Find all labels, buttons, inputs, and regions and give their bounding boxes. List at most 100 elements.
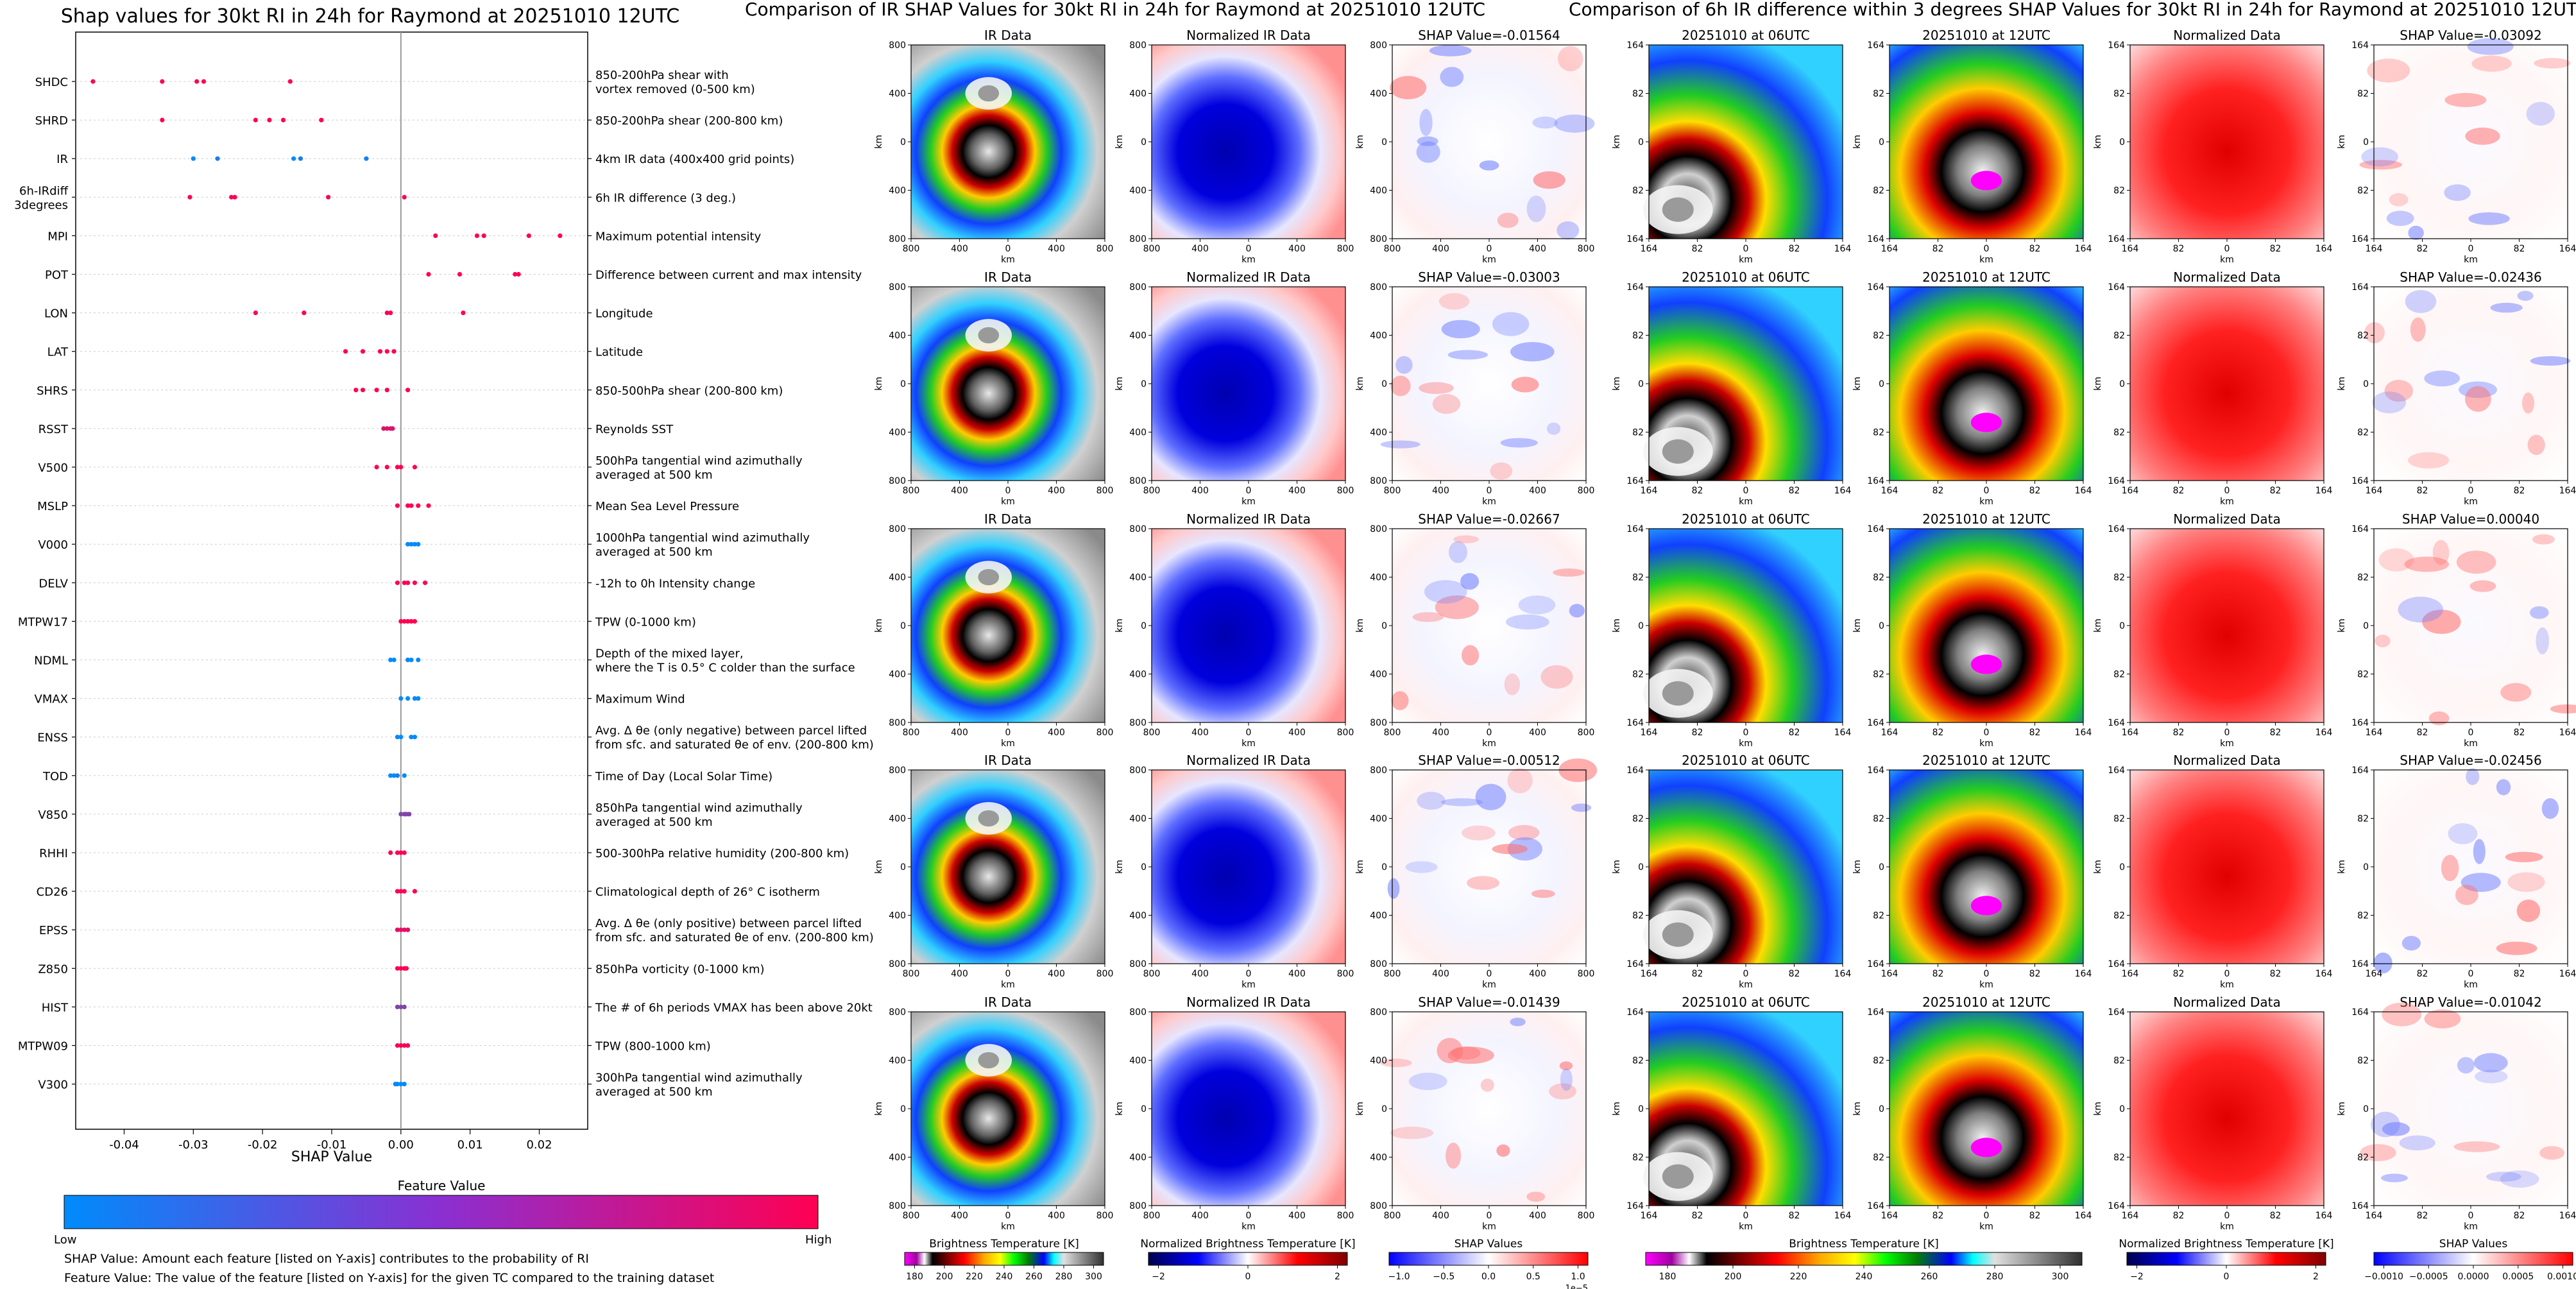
x-tick-label: 400 <box>1048 486 1065 496</box>
shap-blob <box>1417 792 1446 810</box>
y-axis-unit: km <box>1612 619 1622 633</box>
irdiff-shap-comparison: Comparison of 6h IR difference within 3 … <box>1569 0 2576 1282</box>
shap-point <box>402 773 407 778</box>
shap-blob <box>2364 322 2385 344</box>
x-tick-label: 0 <box>1005 1211 1011 1221</box>
colorbar-tick-label: 0.0 <box>1481 1272 1496 1282</box>
feature-description: from sfc. and saturated θe of env. (200-… <box>595 931 874 944</box>
ir-colorbars: Brightness Temperature [K] 180 200 220 240 26… <box>904 1238 1589 1289</box>
x-tick-label: 82 <box>1692 969 1703 979</box>
storm-eye-center <box>1662 922 1694 947</box>
shap-blob <box>2496 779 2511 796</box>
x-tick-label: 400 <box>1529 728 1546 738</box>
shap-point <box>461 311 466 316</box>
shap-blob <box>1490 462 1513 480</box>
feature-description: TPW (800-1000 km) <box>595 1040 711 1054</box>
x-tick-label: 800 <box>1143 969 1161 979</box>
shap-blob <box>2405 289 2437 313</box>
shap-point <box>388 311 393 316</box>
shap-blob <box>1429 45 1472 56</box>
x-axis-unit: km <box>2220 738 2234 749</box>
y-tick-label: 800 <box>1129 476 1147 486</box>
x-tick-label: 800 <box>1578 969 1595 979</box>
x-axis-unit: km <box>1979 255 1993 265</box>
heatmap-image <box>1889 1011 2084 1206</box>
y-tick-label: 800 <box>1129 234 1147 244</box>
shap-point <box>215 156 220 161</box>
shap-point <box>229 194 234 200</box>
shap-blob <box>1479 160 1499 171</box>
x-tick-label: 0 <box>2468 244 2474 254</box>
x-axis-unit: km <box>2464 1222 2478 1232</box>
shap-blob <box>2378 548 2414 572</box>
heatmap-image <box>1392 528 1587 723</box>
x-tick-label: 800 <box>1096 244 1114 254</box>
shap-blob <box>1449 541 1467 563</box>
heatmap-image <box>1392 286 1587 481</box>
x-tick-label: 82 <box>2270 728 2282 738</box>
feature-description: Mean Sea Level Pressure <box>595 500 739 513</box>
y-tick-label: 800 <box>1129 718 1147 728</box>
x-tick-label: 0.01 <box>457 1138 483 1152</box>
y-tick-label: 82 <box>2357 814 2369 824</box>
shap-blob <box>2516 900 2541 923</box>
x-tick-label: 0 <box>1743 486 1749 496</box>
shap-blob <box>2424 370 2460 387</box>
feature-label: TOD <box>42 770 68 783</box>
feature-description: 500hPa tangential wind azimuthally <box>595 454 803 468</box>
y-tick-label: 800 <box>1370 718 1387 728</box>
shap-blob <box>1390 1127 1434 1140</box>
shap-blob <box>2526 101 2555 126</box>
y-axis-unit: km <box>1612 135 1622 149</box>
x-tick-label: 82 <box>1932 969 1944 979</box>
x-tick-label: 82 <box>2270 1211 2282 1221</box>
x-tick-label: 800 <box>903 1211 920 1221</box>
feature-description: vortex removed (0-500 km) <box>595 83 755 96</box>
y-tick-label: 0 <box>1141 1104 1147 1114</box>
x-tick-label: 82 <box>2173 728 2185 738</box>
y-tick-label: 400 <box>1129 573 1147 583</box>
x-tick-label: 82 <box>2029 1211 2041 1221</box>
x-tick-label: 400 <box>1432 486 1449 496</box>
shap-point <box>395 850 400 855</box>
x-axis-unit: km <box>1482 497 1496 507</box>
x-tick-label: 0 <box>1487 728 1492 738</box>
heatmap-panel-title: Normalized Data <box>2173 753 2281 768</box>
x-tick-label: 164 <box>2075 486 2092 496</box>
heatmap-image <box>2129 44 2324 239</box>
heatmap-panel-title: SHAP Value=0.00040 <box>2402 511 2539 527</box>
shap-blob <box>2367 58 2410 83</box>
shap-blob <box>1510 1018 1526 1027</box>
shap-point <box>326 194 331 200</box>
shap-point <box>377 349 383 354</box>
y-tick-label: 82 <box>2113 814 2125 824</box>
y-axis-unit: km <box>1355 860 1365 874</box>
colorbar-gradient <box>1148 1252 1348 1266</box>
shap-blob <box>1391 691 1409 710</box>
shap-point <box>360 349 366 354</box>
shap-point <box>398 850 404 855</box>
shap-summary-plot: Shap values for 30kt RI in 24h for Raymo… <box>14 5 874 1285</box>
shap-point <box>291 156 296 161</box>
y-tick-label: 164 <box>1867 234 1884 244</box>
x-tick-label: 800 <box>903 969 920 979</box>
y-axis-unit: km <box>2093 1102 2103 1116</box>
y-tick-label: 82 <box>2113 670 2125 680</box>
x-tick-label: 82 <box>2514 728 2525 738</box>
shap-point <box>402 927 407 932</box>
y-tick-label: 400 <box>889 1153 906 1163</box>
x-tick-label: 164 <box>2122 969 2139 979</box>
y-axis-unit: km <box>1114 619 1125 633</box>
x-tick-label: 82 <box>1692 486 1703 496</box>
shap-point <box>405 580 411 585</box>
shap-blob <box>1532 116 1558 129</box>
heatmap-image <box>1151 286 1346 481</box>
y-tick-label: 800 <box>1370 1201 1387 1211</box>
x-tick-label: 164 <box>2559 969 2576 979</box>
x-tick-label: 800 <box>1384 486 1401 496</box>
